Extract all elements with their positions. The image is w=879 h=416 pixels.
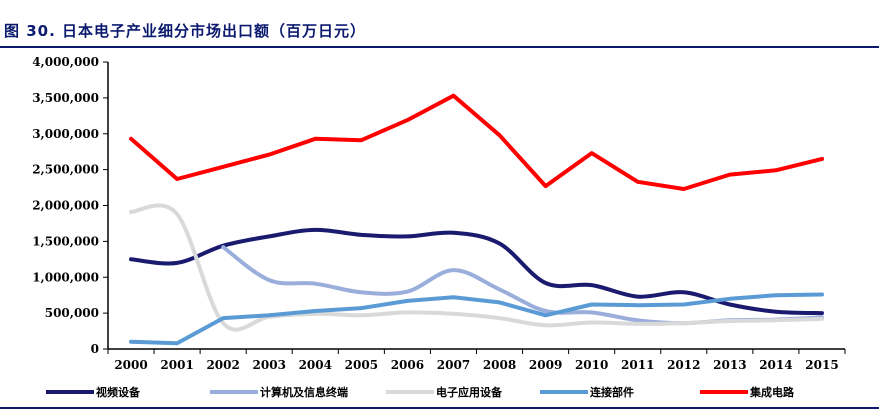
x-tick-label: 2003 xyxy=(253,358,286,372)
x-tick-label: 2006 xyxy=(391,358,424,372)
x-tick-label: 2010 xyxy=(575,358,608,372)
y-tick-label: 1,000,000 xyxy=(32,270,99,284)
bottom-rule xyxy=(0,407,879,409)
x-tick-label: 2000 xyxy=(114,358,147,372)
legend-label: 电子应用设备 xyxy=(436,385,503,399)
x-tick-label: 2007 xyxy=(437,358,470,372)
legend-label: 计算机及信息终端 xyxy=(260,385,348,399)
axes: 0 500,000 1,000,000 1,500,000 2,000,000 2,500… xyxy=(32,55,846,372)
x-tick-label: 2009 xyxy=(529,358,562,372)
figure-title: 图 30. 日本电子产业细分市场出口额（百万日元） xyxy=(4,22,367,40)
series-lines xyxy=(129,93,824,346)
y-tick-label: 500,000 xyxy=(45,306,99,320)
y-tick-label: 2,000,000 xyxy=(32,199,99,213)
x-tick-label: 2001 xyxy=(160,358,193,372)
y-tick-label: 3,000,000 xyxy=(32,127,99,141)
legend-label: 视频设备 xyxy=(96,385,141,399)
x-tick-label: 2005 xyxy=(345,358,378,372)
x-tick-label: 2011 xyxy=(621,358,654,372)
x-tick-label: 2013 xyxy=(713,358,746,372)
y-tick-label: 1,500,000 xyxy=(32,234,99,248)
legend-label: 连接部件 xyxy=(590,385,634,399)
x-tick-label: 2004 xyxy=(299,358,332,372)
x-tick-label: 2008 xyxy=(483,358,516,372)
y-tick-label: 3,500,000 xyxy=(32,91,99,105)
x-tick-label: 2012 xyxy=(667,358,700,372)
y-tick-label: 0 xyxy=(91,342,99,356)
legend: 视频设备 计算机及信息终端 电子应用设备 连接部件 集成电路 xyxy=(46,385,795,399)
title-rule xyxy=(0,46,879,48)
y-tick-label: 2,500,000 xyxy=(32,163,99,177)
y-tick-label: 4,000,000 xyxy=(32,55,99,69)
x-tick-label: 2014 xyxy=(759,358,792,372)
series-line-1 xyxy=(129,227,824,316)
x-tick-label: 2002 xyxy=(206,358,239,372)
series-line-4 xyxy=(129,292,824,346)
x-tick-label: 2015 xyxy=(805,358,838,372)
series-line-5 xyxy=(129,93,824,191)
series-line-3 xyxy=(129,203,824,332)
legend-label: 集成电路 xyxy=(749,385,795,399)
